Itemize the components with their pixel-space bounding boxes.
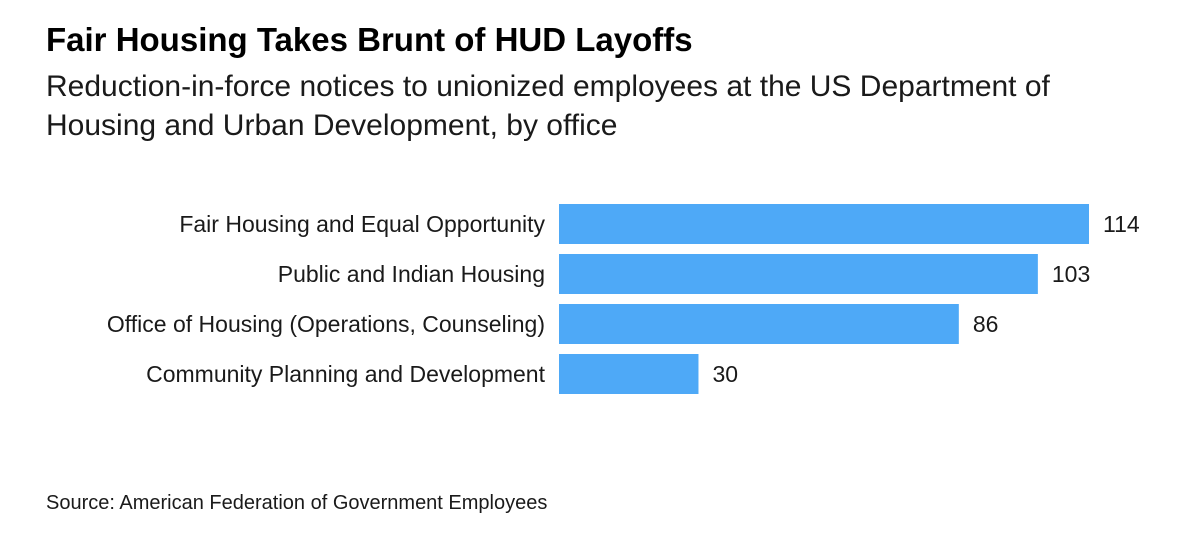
bars-group: Fair Housing and Equal Opportunity 114 Pub… xyxy=(107,204,1140,394)
bar-chart: Fair Housing and Equal Opportunity 114 Pub… xyxy=(107,204,1140,394)
bar xyxy=(559,304,959,344)
chart-title: Fair Housing Takes Brunt of HUD Layoffs xyxy=(46,21,693,58)
bar xyxy=(559,354,699,394)
category-label: Office of Housing (Operations, Counselin… xyxy=(107,311,545,337)
bar xyxy=(559,254,1038,294)
value-label: 114 xyxy=(1103,211,1140,237)
value-label: 86 xyxy=(973,311,999,337)
category-label: Community Planning and Development xyxy=(146,361,545,387)
category-label: Public and Indian Housing xyxy=(278,261,545,287)
value-label: 103 xyxy=(1052,261,1090,287)
bar xyxy=(559,204,1089,244)
source-note: Source: American Federation of Governmen… xyxy=(46,492,548,514)
chart-subtitle: Reduction-in-force notices to unionized … xyxy=(46,70,1050,142)
category-label: Fair Housing and Equal Opportunity xyxy=(179,211,545,237)
value-label: 30 xyxy=(712,361,738,387)
